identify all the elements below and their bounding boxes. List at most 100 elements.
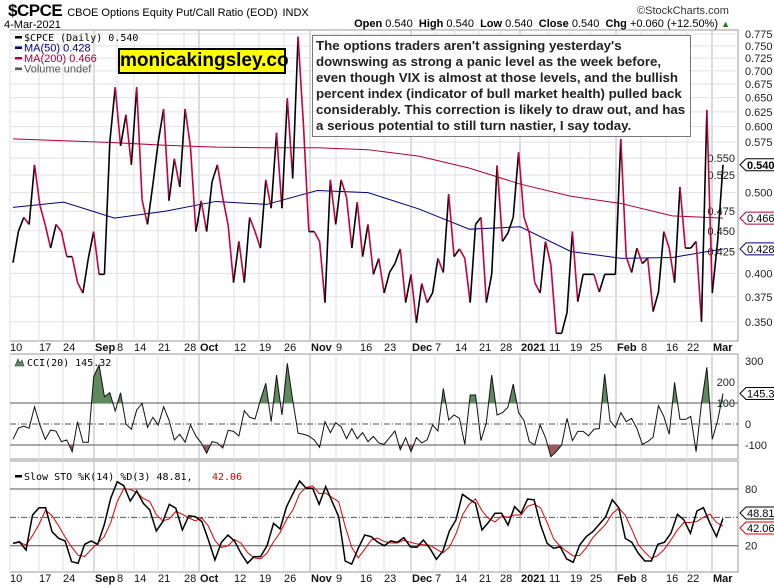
y-tick-label: 0.725	[745, 53, 773, 65]
stoch-date-label: 2021	[521, 573, 545, 585]
price-segment	[566, 231, 574, 313]
price-segment	[119, 114, 127, 146]
price-date-label: Mar	[713, 342, 733, 354]
price-date-label: Feb	[617, 342, 637, 354]
price-segment	[426, 292, 434, 304]
price-date-label: Nov	[311, 342, 333, 354]
stoch-tick-label: 80	[745, 484, 757, 496]
ma50-legend-swatch-icon	[15, 46, 22, 49]
price-segment	[614, 138, 622, 275]
price-legend-swatch-icon	[15, 36, 22, 39]
y-tick-label: 0.750	[745, 41, 773, 53]
stoch-date-label: 11	[549, 573, 560, 585]
y-tick-label: 0.775	[745, 29, 773, 41]
price-segment	[141, 199, 149, 225]
price-segment	[49, 224, 57, 249]
price-segment	[377, 258, 385, 294]
price-segment	[173, 158, 181, 188]
price-segment	[286, 98, 294, 179]
price-segment	[232, 241, 240, 283]
cci-tick-label: 0	[745, 419, 751, 431]
price-segment	[711, 241, 719, 294]
y-tick-label: 0.500	[745, 188, 773, 200]
price-segment	[700, 110, 708, 322]
stoch-date-label: 21	[158, 573, 170, 585]
price-segment	[146, 184, 154, 225]
stoch-legend-k: Slow STO %K(14) %D(3) 48.81,	[24, 472, 193, 483]
price-date-label: 24	[63, 342, 75, 354]
price-segment	[248, 217, 256, 232]
price-segment	[431, 258, 439, 294]
price-date-label: 19	[570, 342, 582, 354]
price-date-label: 26	[284, 342, 296, 354]
price-segment	[152, 141, 160, 185]
ma200-legend-swatch-icon	[15, 57, 22, 60]
y-tick-label: 0.425	[707, 246, 735, 258]
price-segment	[415, 283, 423, 323]
price-segment	[334, 179, 342, 225]
close-value: 0.540	[571, 18, 600, 30]
ma200-last-tag-text: 0.466	[747, 213, 774, 225]
price-segment	[216, 164, 224, 198]
price-date-label: Dec	[412, 342, 432, 354]
price-segment	[157, 108, 165, 143]
copyright: ©StockCharts.com	[637, 5, 729, 17]
price-segment	[620, 138, 627, 257]
price-date-label: 19	[259, 342, 271, 354]
price-date-label: 8	[641, 342, 647, 354]
stoch-k-last-tag-text: 48.81	[747, 508, 774, 520]
stoch-date-label: 8	[641, 573, 647, 585]
price-segment	[437, 258, 445, 273]
price-segment	[44, 225, 52, 249]
price-segment	[550, 264, 558, 334]
ma200-line	[12, 138, 724, 219]
price-segment	[388, 263, 396, 273]
price-segment	[571, 231, 579, 302]
price-segment	[109, 87, 116, 143]
price-segment	[657, 231, 665, 293]
ma200-last-tag: 0.466	[739, 211, 774, 225]
price-date-label: 17	[39, 342, 51, 354]
price-segment	[281, 98, 289, 209]
tag-outline	[739, 521, 774, 535]
price-segment	[421, 283, 428, 303]
price-segment	[442, 194, 450, 273]
price-segment	[464, 258, 471, 303]
high-label: High	[418, 18, 444, 30]
price-segment	[490, 165, 498, 275]
stoch-date-label: Mar	[713, 573, 733, 585]
price-segment	[399, 248, 407, 303]
price-segment	[340, 179, 348, 198]
price-segment	[361, 224, 369, 257]
cci-tick-label: 200	[717, 377, 735, 389]
price-segment	[560, 312, 568, 334]
price-date-label: 14	[134, 342, 146, 354]
price-segment	[329, 179, 337, 225]
price-segment	[453, 248, 461, 258]
price-date-label: 23	[384, 342, 396, 354]
y-tick-label: 0.400	[745, 268, 773, 280]
low-label: Low	[480, 18, 503, 30]
price-segment	[668, 247, 676, 283]
ma50-last-tag-text: 0.428	[747, 244, 774, 256]
chart-date: 4-Mar-2021	[4, 19, 61, 31]
stoch-date-label: 26	[284, 573, 296, 585]
title-bar: $CPCE CBOE Options Equity Put/Call Ratio…	[8, 1, 309, 21]
y-tick-label: 0.675	[745, 79, 773, 91]
stoch-k-last-tag: 48.81	[739, 506, 774, 520]
stoch-date-label: 16	[360, 573, 372, 585]
open-value: 0.540	[385, 18, 413, 30]
stoch-d-line	[12, 485, 724, 560]
up-arrow-icon: ▲	[721, 19, 730, 29]
price-segment	[39, 204, 47, 226]
price-segment	[103, 142, 111, 275]
stoch-date-label: Dec	[412, 573, 432, 585]
price-segment	[534, 282, 541, 294]
stoch-date-label: 24	[63, 573, 75, 585]
price-segment	[539, 241, 547, 294]
price-date-label: 9	[336, 342, 342, 354]
price-segment	[517, 152, 525, 218]
tag-outline	[739, 211, 774, 225]
close-label: Close	[538, 18, 569, 30]
price-segment	[254, 231, 262, 249]
